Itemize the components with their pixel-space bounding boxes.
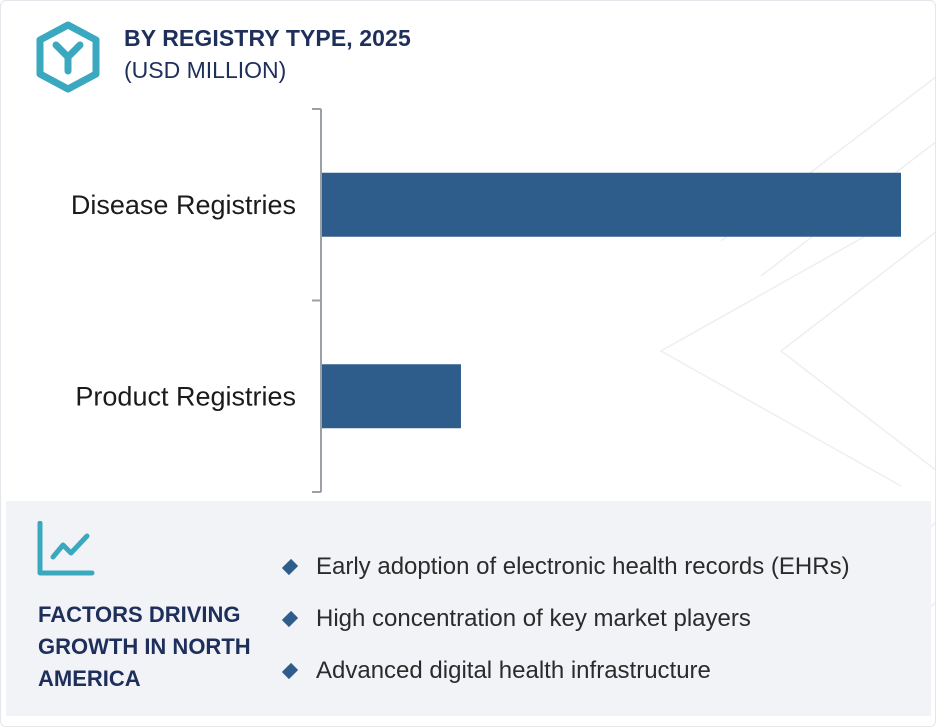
factor-item: Early adoption of electronic health reco… (281, 541, 850, 593)
line-chart-trend-icon (37, 521, 95, 576)
factors-list: Early adoption of electronic health reco… (281, 541, 850, 697)
hexagon-y-logo-icon (36, 21, 100, 93)
factor-item: Advanced digital health infrastructure (281, 645, 850, 697)
bar (322, 172, 901, 237)
bar-chart: Disease Registries Product Registries (71, 108, 901, 493)
factor-text: Early adoption of electronic health reco… (316, 553, 850, 580)
factors-title: FACTORS DRIVING GROWTH IN NORTH AMERICA (38, 602, 251, 691)
diamond-bullet-icon (281, 610, 299, 628)
diamond-bullet-icon (281, 558, 299, 576)
diamond-bullet-icon (281, 662, 299, 680)
chart-title: BY REGISTRY TYPE, 2025 (124, 25, 411, 51)
factor-text: Advanced digital health infrastructure (316, 657, 711, 684)
category-label: Product Registries (75, 381, 296, 411)
factor-item: High concentration of key market players (281, 593, 850, 645)
bar (322, 364, 461, 429)
factors-panel (6, 501, 931, 716)
chart-subtitle: (USD MILLION) (124, 57, 287, 83)
category-label: Disease Registries (71, 190, 296, 220)
factor-text: High concentration of key market players (316, 605, 751, 632)
